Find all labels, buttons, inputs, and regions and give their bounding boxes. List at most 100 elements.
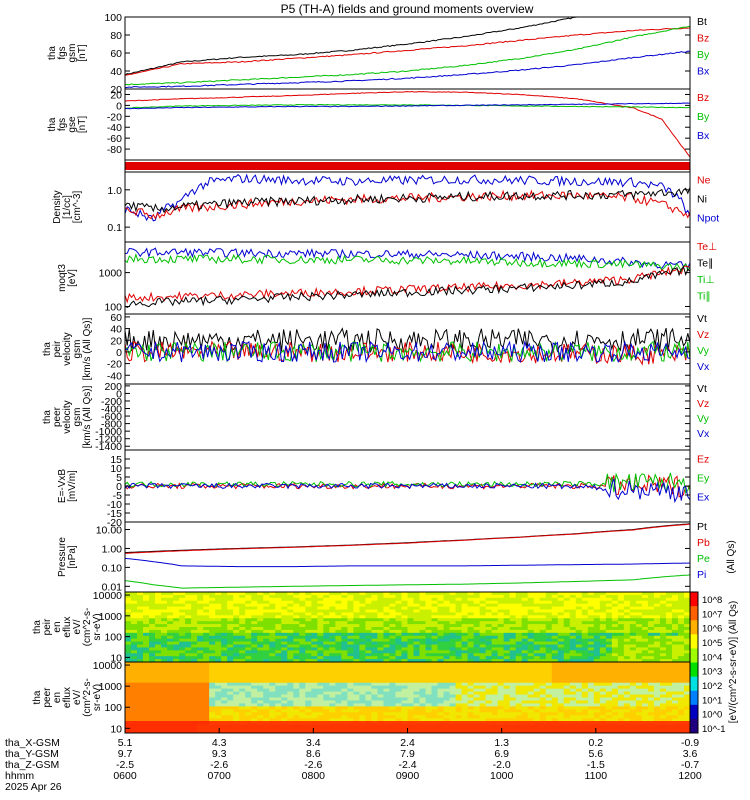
heatmap-cell — [191, 697, 198, 701]
heatmap-cell — [509, 659, 517, 663]
heatmap-cell — [125, 609, 132, 613]
heatmap-cell — [509, 603, 517, 607]
heatmap-cell — [461, 650, 469, 654]
heatmap-cell — [359, 694, 366, 698]
heatmap-cell — [497, 650, 505, 654]
legend-entry-3: Vx — [697, 428, 710, 440]
heatmap-cell — [197, 629, 204, 634]
heatmap-cell — [521, 644, 529, 648]
heatmap-cell — [521, 609, 529, 613]
heatmap-cell — [449, 650, 456, 654]
heatmap-cell — [311, 600, 318, 605]
heatmap-cell — [479, 606, 487, 610]
heatmap-cell — [149, 718, 156, 722]
heatmap-cell — [395, 615, 402, 619]
heatmap-cell — [485, 667, 493, 672]
heatmap-cell — [515, 597, 523, 602]
heatmap-cell — [221, 664, 228, 669]
heatmap-cell — [275, 606, 282, 610]
heatmap-cell — [437, 715, 444, 719]
heatmap-cell — [305, 718, 312, 722]
heatmap-cell — [227, 621, 234, 625]
heatmap-cell — [407, 662, 414, 666]
y-axis-label-line: fgs — [57, 118, 68, 131]
y-tick-label: 100 — [104, 301, 122, 313]
heatmap-cell — [635, 644, 643, 648]
heatmap-cell — [533, 653, 541, 657]
heatmap-cell — [515, 667, 523, 672]
heatmap-cell — [419, 627, 426, 631]
heatmap-cell — [551, 703, 559, 707]
heatmap-cell — [479, 706, 487, 710]
heatmap-cell — [347, 624, 354, 628]
heatmap-cell — [623, 609, 631, 613]
heatmap-cell — [563, 691, 571, 695]
heatmap-cell — [611, 644, 619, 648]
heatmap-cell — [227, 656, 234, 660]
heatmap-cell — [299, 592, 306, 596]
heatmap-cell — [287, 612, 294, 616]
heatmap-cell — [647, 609, 655, 613]
heatmap-cell — [503, 659, 511, 663]
heatmap-cell — [137, 712, 144, 716]
heatmap-cell — [137, 621, 144, 625]
heatmap-cell — [257, 592, 264, 596]
heatmap-cell — [125, 600, 132, 605]
heatmap-cell — [647, 673, 655, 678]
heatmap-cell — [437, 612, 444, 616]
heatmap-cell — [455, 609, 462, 613]
heatmap-cell — [413, 647, 420, 651]
heatmap-cell — [557, 606, 565, 610]
heatmap-cell — [623, 691, 631, 695]
heatmap-cell — [647, 632, 655, 637]
heatmap-cell — [467, 650, 475, 654]
heatmap-cell — [599, 694, 607, 698]
heatmap-cell — [461, 679, 469, 684]
heatmap-cell — [401, 664, 408, 669]
heatmap-cell — [413, 706, 420, 710]
heatmap-cell — [467, 694, 475, 698]
heatmap-cell — [551, 667, 559, 672]
heatmap-cell — [317, 691, 324, 695]
heatmap-cell — [665, 712, 673, 716]
heatmap-cell — [233, 656, 240, 660]
heatmap-cell — [587, 715, 595, 719]
heatmap-cell — [539, 656, 547, 660]
heatmap-cell — [401, 673, 408, 678]
heatmap-cell — [383, 603, 390, 607]
heatmap-cell — [281, 712, 288, 716]
heatmap-cell — [605, 653, 613, 657]
x-tick-label: 5.1 — [118, 737, 133, 749]
heatmap-cell — [647, 697, 655, 701]
heatmap-cell — [401, 644, 408, 648]
heatmap-cell — [563, 592, 571, 596]
heatmap-cell — [203, 592, 210, 596]
heatmap-cell — [203, 627, 210, 631]
heatmap-cell — [479, 676, 487, 681]
heatmap-cell — [305, 688, 312, 692]
heatmap-cell — [161, 706, 168, 710]
heatmap-cell — [677, 624, 685, 628]
heatmap-cell — [455, 632, 462, 637]
heatmap-cell — [647, 709, 655, 713]
heatmap-cell — [353, 709, 360, 713]
heatmap-cell — [533, 650, 541, 654]
heatmap-cell — [371, 706, 378, 710]
heatmap-cell — [203, 670, 210, 675]
heatmap-cell — [233, 627, 240, 631]
heatmap-cell — [239, 621, 246, 625]
heatmap-cell — [173, 644, 180, 648]
heatmap-cell — [311, 700, 318, 704]
heatmap-cell — [251, 653, 258, 657]
heatmap-cell — [407, 612, 414, 616]
heatmap-cell — [659, 650, 667, 654]
y-tick-label: 20 — [110, 335, 122, 347]
y-axis-label: Pressure [nPa] — [57, 537, 78, 577]
heatmap-cell — [677, 606, 685, 610]
heatmap-cell — [527, 682, 535, 687]
heatmap-cell — [125, 627, 132, 631]
x-tick-label: 7.9 — [400, 748, 415, 760]
heatmap-cell — [245, 644, 252, 648]
heatmap-cell — [185, 632, 192, 637]
heatmap-cell — [455, 679, 462, 684]
